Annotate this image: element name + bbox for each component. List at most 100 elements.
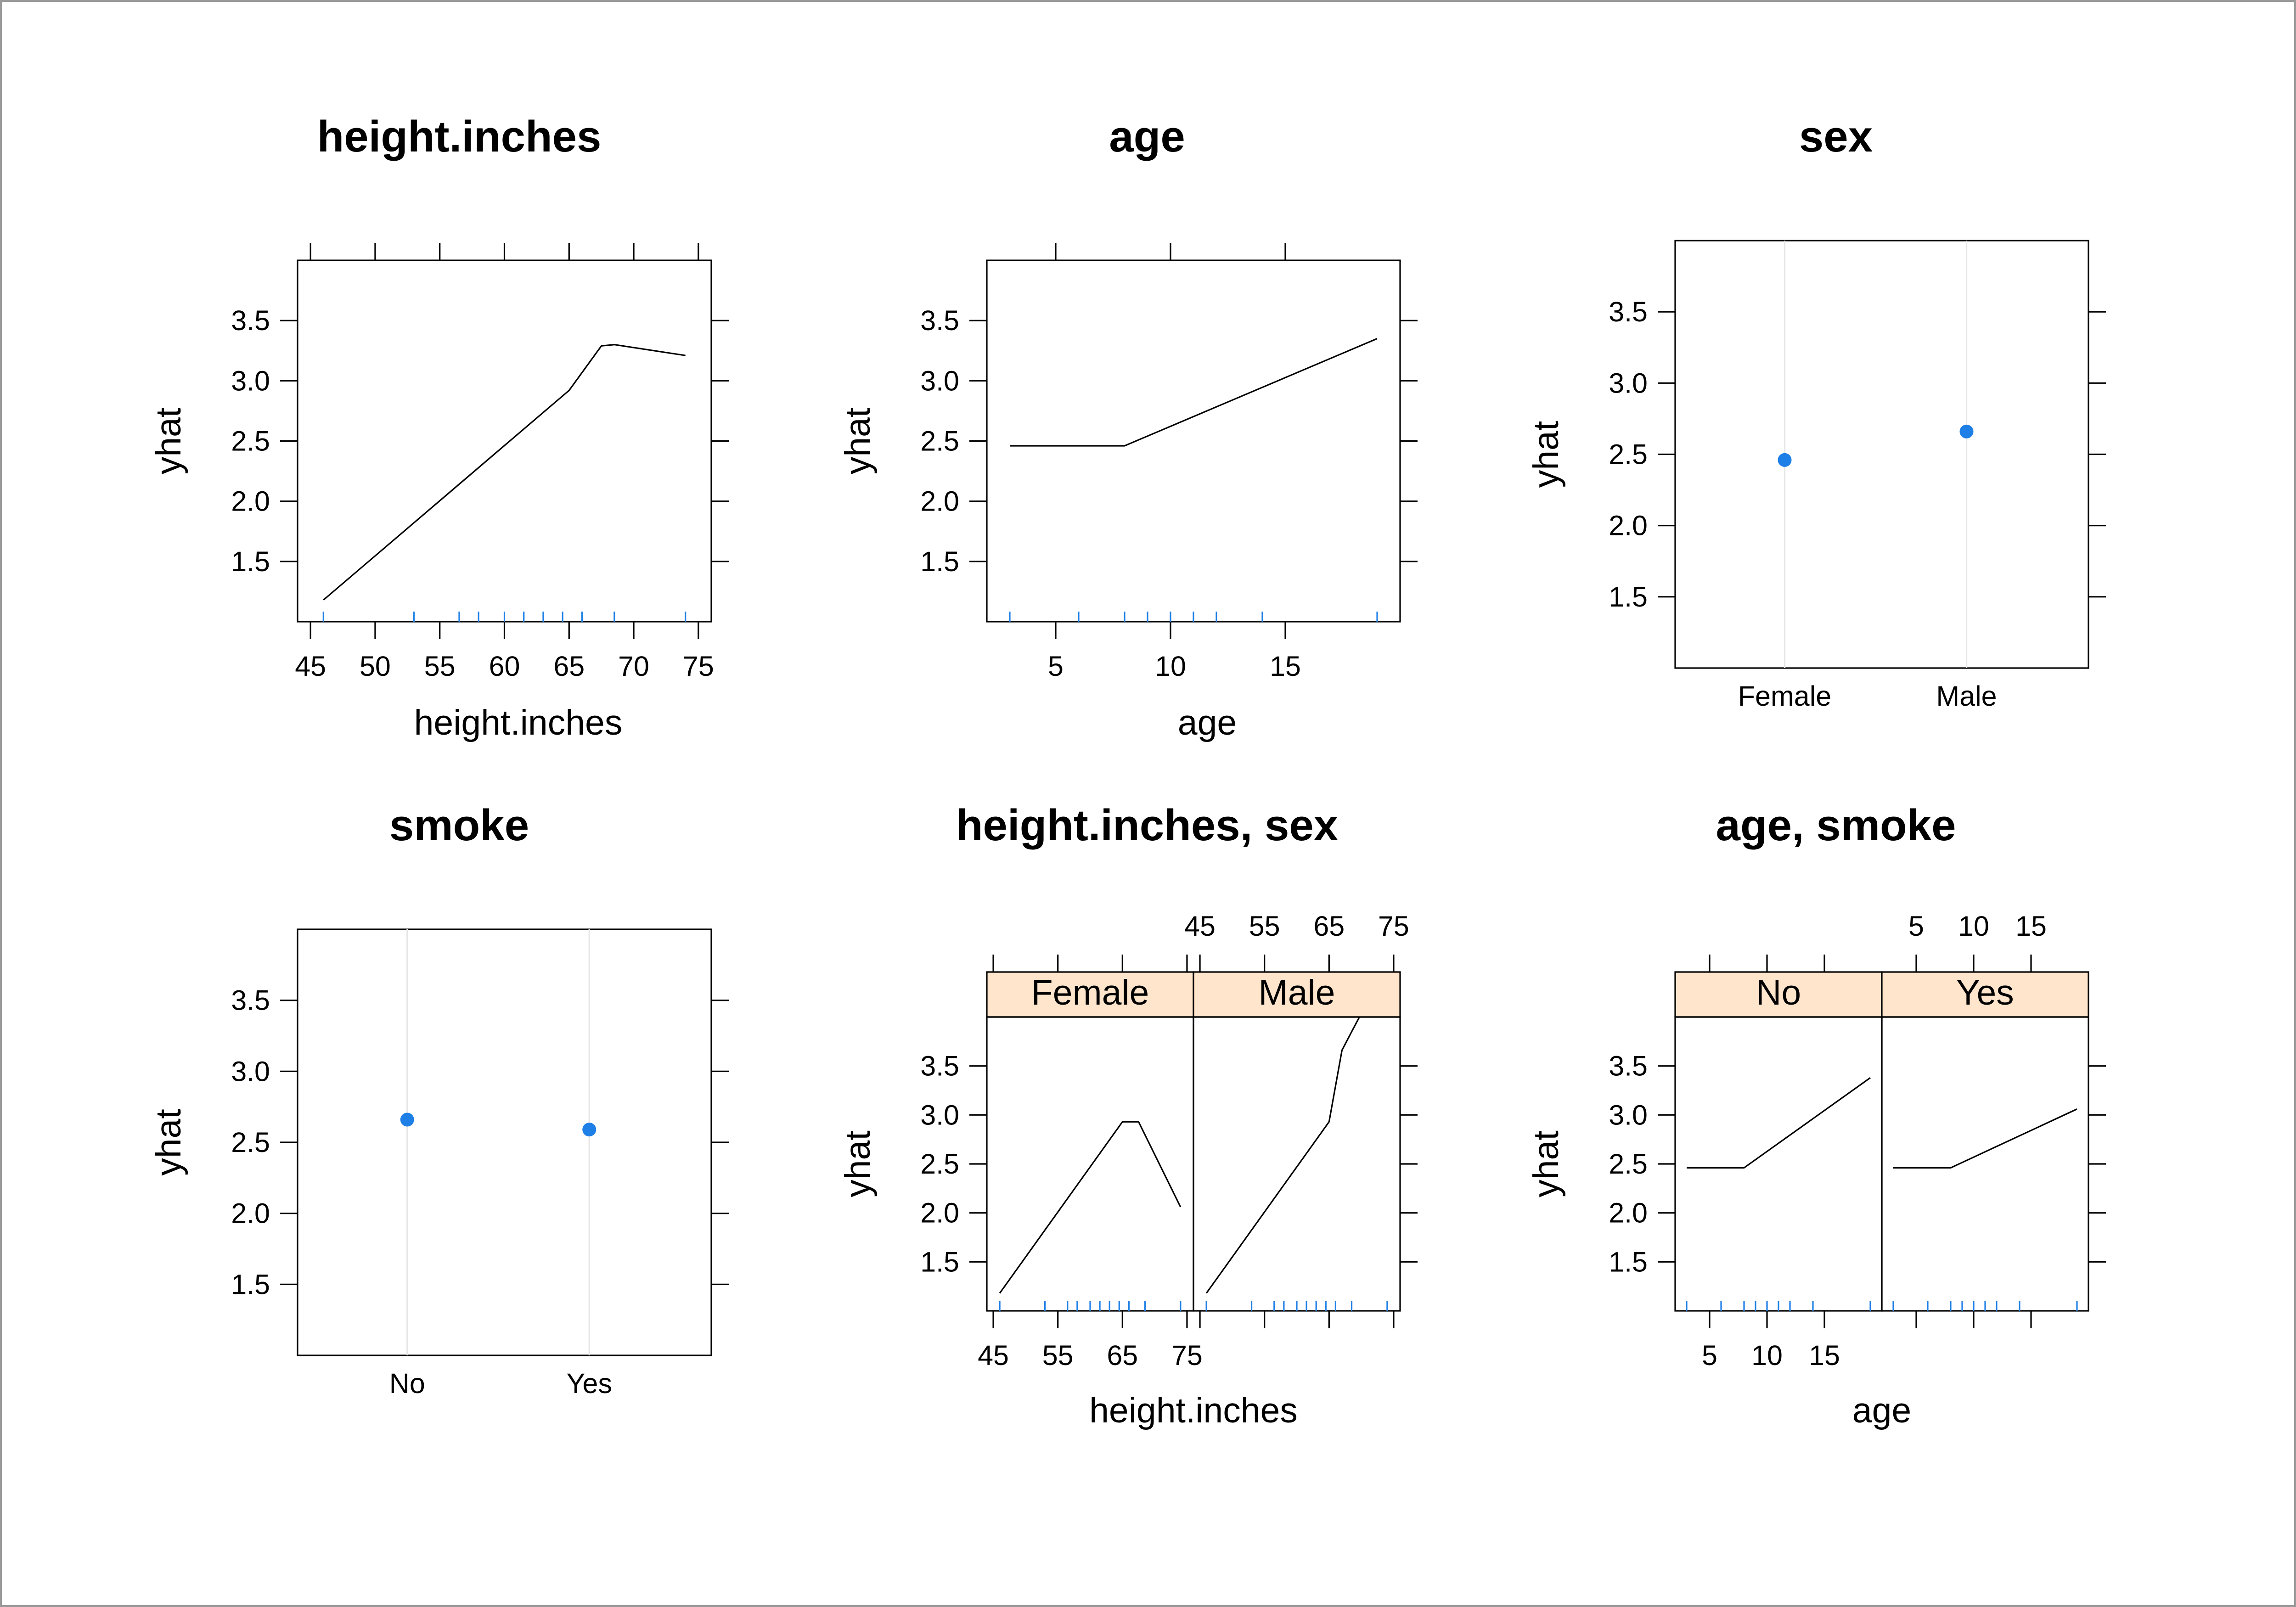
data-point: [1959, 424, 1974, 438]
chart-panel: age yhat 1.5 2.0 2.5 3.0 3.5 5 10 15 age: [838, 112, 1418, 742]
y-tick-label: 3.5: [1609, 296, 1648, 327]
data-point: [400, 1113, 414, 1127]
x-tick-label: 15: [1809, 1340, 1840, 1371]
y-axis-label: yhat: [838, 1130, 878, 1197]
x-tick-label: 5: [1048, 651, 1064, 682]
y-tick-label: 3.5: [1609, 1051, 1648, 1082]
panel-frame: [1881, 1016, 2089, 1312]
chart-panel: height.inches, sex yhat 1.5 2.0 2.5 3.0 3.5 Fem…: [838, 801, 1418, 1430]
x-tick-label-top: 10: [1958, 910, 1989, 942]
y-tick-label: 2.5: [231, 426, 270, 457]
data-point: [1778, 453, 1792, 467]
strip-header: [1881, 971, 2089, 1018]
y-tick-label: 3.5: [231, 985, 270, 1016]
y-tick-label: 2.5: [1609, 439, 1648, 470]
chart-title: height.inches, sex: [956, 801, 1338, 850]
category-label: Male: [1936, 680, 1997, 712]
x-tick-label: 50: [360, 651, 391, 682]
y-tick-label: 3.0: [231, 1056, 270, 1087]
y-tick-label: 2.5: [1609, 1148, 1648, 1180]
y-tick-label: 3.0: [1609, 367, 1648, 399]
y-tick-label: 1.5: [1609, 1246, 1648, 1277]
panel-frame: [297, 928, 712, 1356]
x-tick-label-top: 5: [1908, 910, 1924, 942]
strip-header: [986, 971, 1194, 1018]
category-label: No: [389, 1368, 425, 1399]
x-axis-label: age: [1178, 703, 1237, 742]
chart-title: sex: [1799, 112, 1873, 161]
y-tick-label: 2.0: [1609, 510, 1648, 541]
x-tick-label: 75: [1171, 1340, 1203, 1371]
y-tick-label: 1.5: [231, 1269, 270, 1300]
panel-frame: [1674, 240, 2089, 669]
strip-label: Male: [1259, 973, 1335, 1012]
panel-frame: [297, 259, 712, 623]
y-axis-label: yhat: [838, 408, 878, 475]
x-axis-label: height.inches: [414, 703, 623, 742]
y-tick-label: 2.0: [920, 1197, 959, 1229]
x-tick-label: 75: [683, 651, 714, 682]
category-label: Yes: [566, 1368, 612, 1399]
series-line: [1205, 1017, 1361, 1294]
series-line: [1893, 1108, 2077, 1169]
series-line: [999, 1121, 1182, 1294]
x-axis-label: height.inches: [1089, 1391, 1298, 1430]
y-tick-label: 2.0: [1609, 1197, 1648, 1229]
y-tick-label: 2.5: [920, 1148, 959, 1180]
y-tick-label: 3.5: [920, 305, 959, 336]
y-tick-label: 1.5: [1609, 581, 1648, 612]
chart-title: height.inches: [317, 112, 602, 161]
chart-title: age, smoke: [1716, 801, 1956, 850]
strip-label: No: [1756, 973, 1801, 1012]
y-tick-label: 1.5: [231, 546, 270, 577]
y-tick-label: 2.0: [231, 486, 270, 517]
strip-header: [1193, 971, 1401, 1018]
y-tick-label: 2.0: [920, 486, 959, 517]
chart-panel: smoke yhat 1.5 2.0 2.5 3.0 3.5 No Yes: [149, 801, 729, 1399]
y-tick-label: 3.5: [231, 305, 270, 336]
x-tick-label: 55: [1042, 1340, 1074, 1371]
x-tick-label: 65: [553, 651, 585, 682]
chart-panel: height.inches yhat 1.5 2.0 2.5 3.0 3.5 45 50 55 60…: [149, 112, 729, 742]
y-axis-label: yhat: [149, 1109, 188, 1176]
y-axis-label: yhat: [1526, 1130, 1566, 1197]
x-tick-label-top: 75: [1378, 910, 1409, 942]
series-line: [323, 343, 686, 601]
strip-label: Yes: [1956, 973, 2014, 1012]
x-tick-label: 15: [1270, 651, 1301, 682]
category-label: Female: [1738, 680, 1831, 712]
y-tick-label: 3.0: [1609, 1099, 1648, 1130]
x-tick-label: 10: [1751, 1340, 1783, 1371]
y-tick-label: 2.0: [231, 1198, 270, 1229]
series-line: [1010, 338, 1378, 447]
y-tick-label: 1.5: [920, 546, 959, 577]
panel-frame: [986, 259, 1401, 623]
x-tick-label: 45: [295, 651, 326, 682]
y-axis-label: yhat: [1526, 421, 1566, 488]
chart-title: age: [1109, 112, 1185, 161]
chart-title: smoke: [389, 801, 529, 850]
x-tick-label: 65: [1107, 1340, 1138, 1371]
x-tick-label-top: 15: [2015, 910, 2047, 942]
y-tick-label: 3.0: [231, 365, 270, 396]
series-line: [1687, 1077, 1871, 1169]
x-tick-label: 10: [1155, 651, 1186, 682]
data-point: [582, 1123, 597, 1137]
x-tick-label: 70: [618, 651, 649, 682]
panel-frame: [1674, 1016, 1883, 1312]
y-tick-label: 1.5: [920, 1246, 959, 1277]
y-axis-label: yhat: [149, 408, 188, 475]
y-tick-label: 2.5: [920, 426, 959, 457]
y-tick-label: 2.5: [231, 1127, 270, 1158]
x-tick-label-top: 45: [1184, 910, 1216, 942]
x-tick-label: 5: [1702, 1340, 1717, 1371]
x-tick-label-top: 55: [1249, 910, 1280, 942]
x-tick-label: 55: [424, 651, 456, 682]
x-tick-label: 60: [489, 651, 520, 682]
x-tick-label-top: 65: [1313, 910, 1345, 942]
y-tick-label: 3.5: [920, 1051, 959, 1082]
